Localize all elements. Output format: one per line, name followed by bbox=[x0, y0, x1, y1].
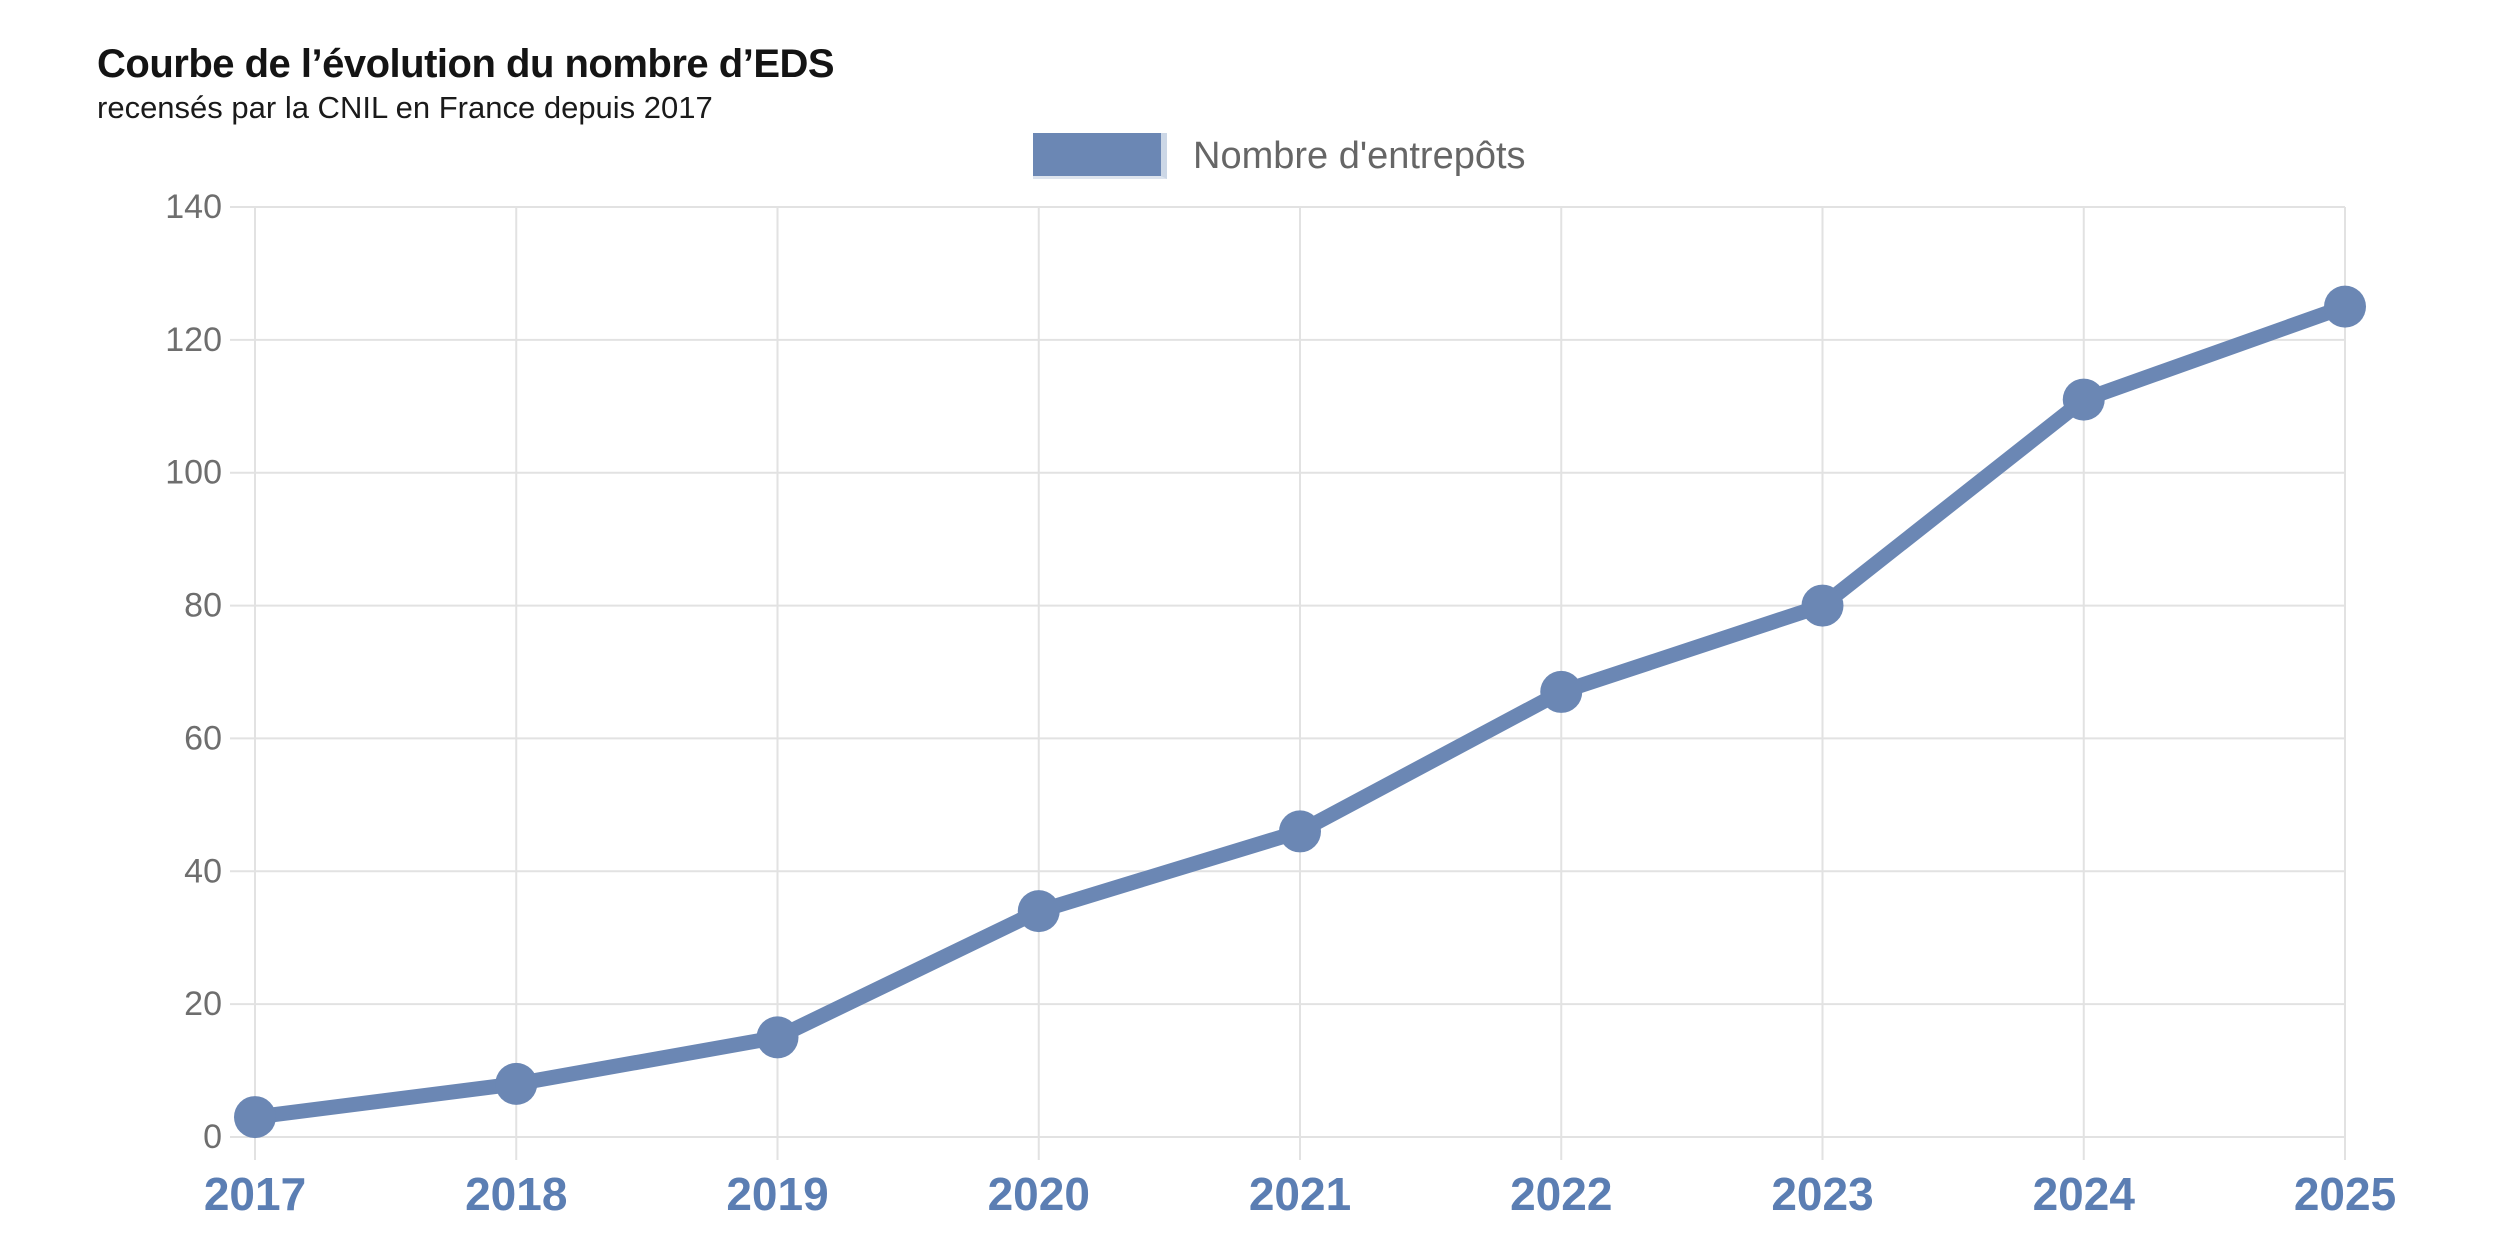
data-point bbox=[2324, 285, 2366, 328]
x-axis-tick-label: 2025 bbox=[2294, 1168, 2396, 1220]
x-axis-tick-label: 2024 bbox=[2033, 1168, 2136, 1220]
x-axis-tick-label: 2021 bbox=[1249, 1168, 1351, 1220]
legend-label: Nombre d'entrepôts bbox=[1193, 135, 1526, 177]
x-axis-tick-label: 2018 bbox=[465, 1168, 567, 1220]
data-point bbox=[234, 1096, 276, 1139]
title-block: Courbe de l’évolution du nombre d’EDS re… bbox=[97, 40, 835, 128]
chart-subtitle: recensés par la CNIL en France depuis 20… bbox=[97, 90, 713, 125]
data-point bbox=[756, 1016, 799, 1059]
data-point bbox=[1279, 810, 1321, 853]
legend-swatch bbox=[1033, 133, 1167, 179]
y-axis-tick-label: 120 bbox=[165, 321, 222, 359]
y-axis-tick-label: 0 bbox=[203, 1118, 222, 1156]
chart-title: Courbe de l’évolution du nombre d’EDS bbox=[97, 42, 835, 86]
data-point bbox=[495, 1062, 538, 1105]
y-axis-tick-label: 140 bbox=[165, 188, 222, 226]
legend-item[interactable]: Nombre d'entrepôts bbox=[1033, 133, 1526, 179]
y-axis-tick-label: 80 bbox=[184, 587, 222, 625]
data-point bbox=[1540, 670, 1583, 713]
x-axis-tick-label: 2017 bbox=[204, 1168, 306, 1220]
x-axis-tick-label: 2022 bbox=[1510, 1168, 1612, 1220]
y-axis-tick-label: 20 bbox=[184, 985, 222, 1023]
data-point bbox=[2062, 378, 2105, 421]
data-point bbox=[1801, 584, 1844, 627]
x-axis-tick-label: 2023 bbox=[1771, 1168, 1873, 1220]
data-point bbox=[1017, 890, 1060, 933]
y-axis-tick-label: 40 bbox=[184, 852, 222, 890]
y-axis-tick-label: 100 bbox=[165, 454, 222, 492]
x-axis-tick-label: 2020 bbox=[988, 1168, 1090, 1220]
x-axis-tick-label: 2019 bbox=[726, 1168, 828, 1220]
y-axis-tick-label: 60 bbox=[184, 719, 222, 757]
